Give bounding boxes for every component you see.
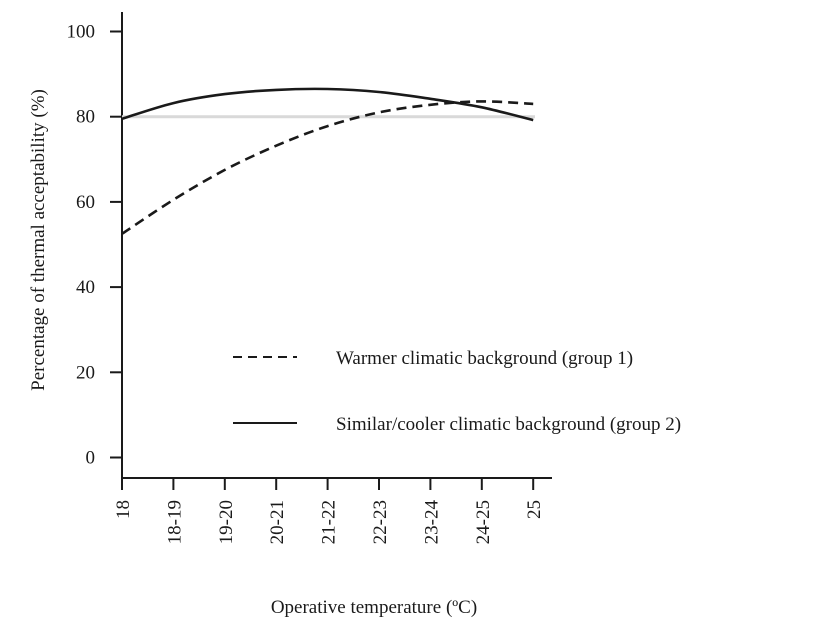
x-tick-label: 18-19 [164,500,185,544]
y-tick-label: 100 [67,22,96,43]
x-tick-label: 25 [524,500,545,519]
x-tick-label: 18 [113,500,134,519]
legend-label-group-2: Similar/cooler climatic background (grou… [336,414,681,435]
y-tick-label: 20 [76,362,95,383]
y-tick-label: 80 [76,107,95,128]
y-tick-label: 0 [86,448,96,469]
chart-series [121,87,534,235]
y-axis-ticks: 0 20 40 60 80 100 [67,22,122,469]
series-line-group-2 [121,87,534,122]
x-axis-ticks: 18 18-19 19-20 20-21 21-22 22-23 23-24 24-25 25 [113,478,545,544]
x-tick-label: 20-21 [267,500,288,544]
x-tick-label: 22-23 [370,500,391,544]
legend-label-group-1: Warmer climatic background (group 1) [336,348,633,369]
x-tick-label: 24-25 [473,500,494,544]
x-tick-label: 19-20 [216,500,237,544]
x-tick-label: 21-22 [319,500,340,544]
series-line-group-1 [121,100,534,235]
y-tick-label: 40 [76,277,95,298]
y-axis-title: Percentage of thermal acceptability (%) [28,89,49,391]
x-tick-label: 23-24 [421,500,442,545]
x-axis-title: Operative temperature (ºC) [271,597,477,618]
y-tick-label: 60 [76,192,95,213]
